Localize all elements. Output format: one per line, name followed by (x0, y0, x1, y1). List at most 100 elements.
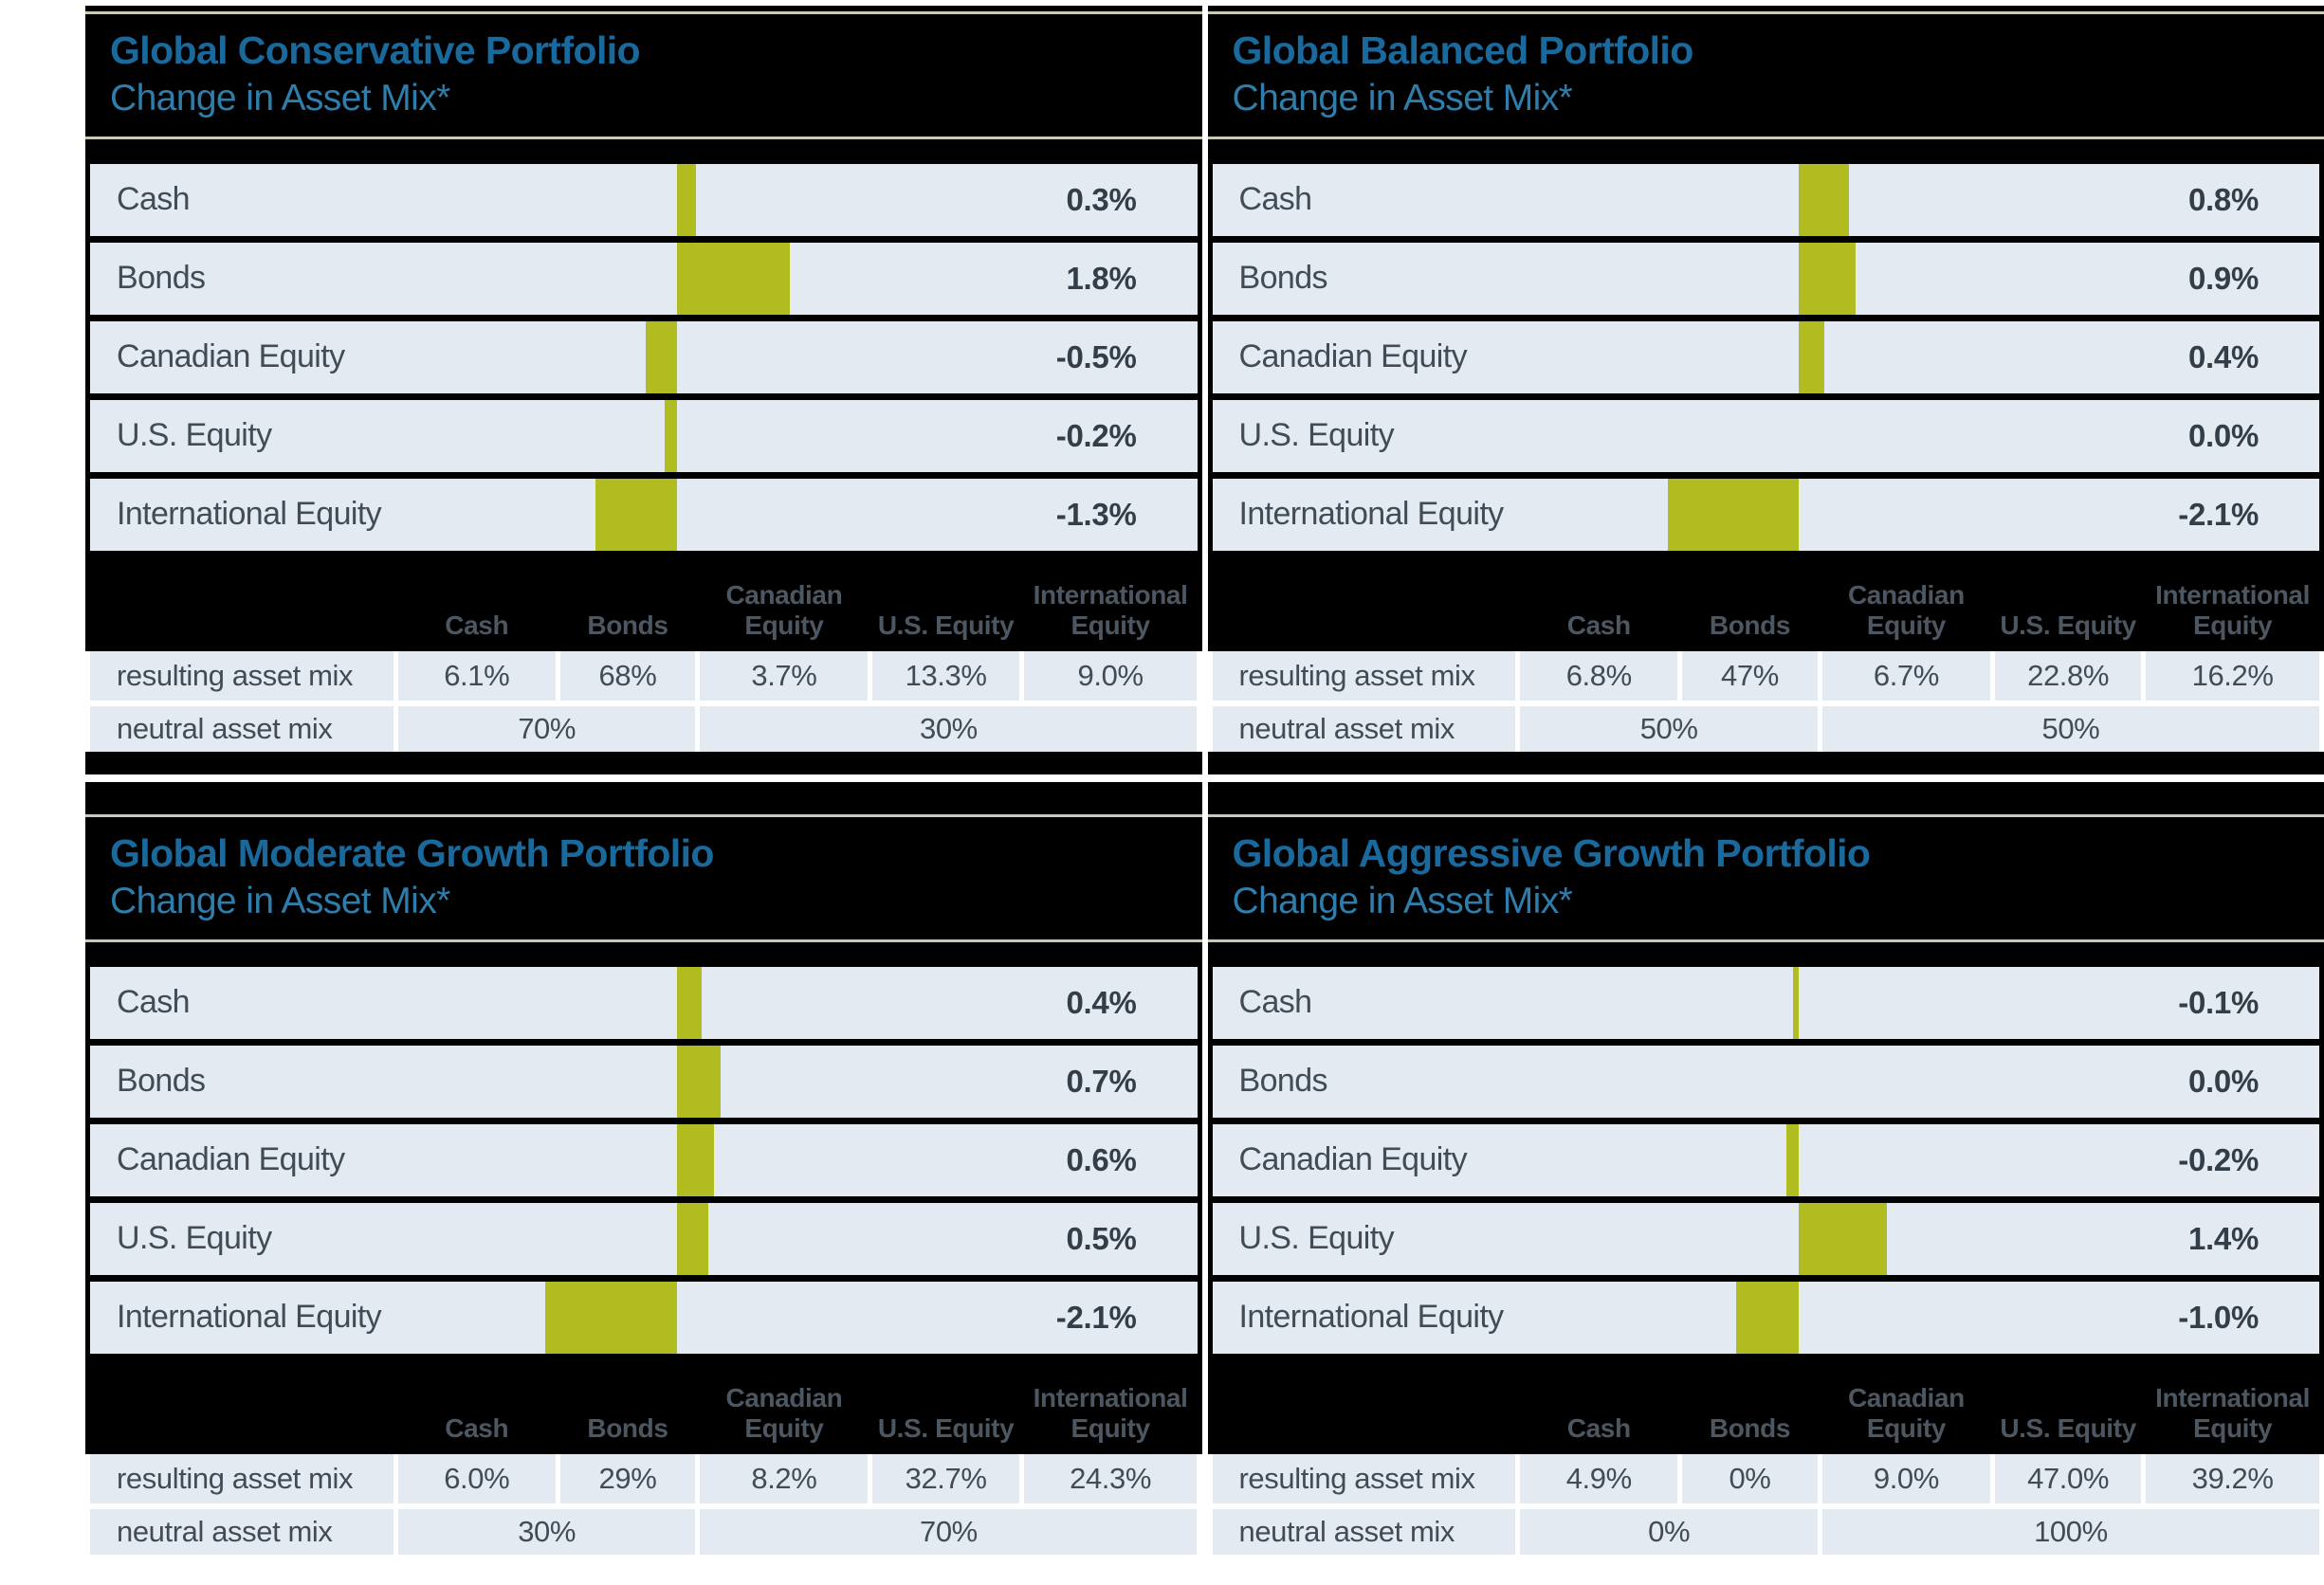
asset-mix-table-header: Cash Bonds Canadian Equity U.S. Equity Inter… (1207, 550, 2324, 651)
asset-change-row: International Equity -2.1% (1212, 478, 2319, 551)
change-bar (595, 478, 677, 551)
column-header: International Equity (2155, 580, 2310, 640)
column-header: U.S. Equity (2000, 610, 2136, 640)
change-value: 0.7% (1066, 1063, 1137, 1099)
resulting-mix-cell: 3.7% (700, 650, 869, 701)
divider-line (85, 938, 1202, 942)
panel-bottom-strip (1207, 751, 2324, 774)
asset-change-row: U.S. Equity -0.2% (90, 399, 1198, 472)
asset-label: International Equity (1238, 496, 1505, 533)
change-bar (645, 320, 677, 393)
portfolio-title: Global Balanced Portfolio (1232, 28, 1694, 72)
neutral-asset-mix-label: neutral asset mix (1212, 1508, 1516, 1555)
asset-label: Canadian Equity (1238, 338, 1468, 375)
resulting-asset-mix-row: resulting asset mix 6.1% 68% 3.7% 13.3% 9.0% (90, 650, 1198, 701)
resulting-asset-mix-label: resulting asset mix (1212, 1453, 1516, 1503)
portfolio-subtitle: Change in Asset Mix* (1232, 78, 1573, 119)
change-bar (676, 242, 790, 315)
neutral-asset-mix-label: neutral asset mix (90, 705, 393, 752)
asset-label: Canadian Equity (117, 338, 345, 375)
panel-header: Global Moderate Growth Portfolio Change … (85, 816, 1202, 939)
column-header: Cash (1566, 610, 1631, 640)
column-header: Canadian Equity (1847, 580, 1965, 640)
change-bar (676, 163, 696, 236)
change-value: -1.0% (2178, 1299, 2259, 1335)
resulting-asset-mix-row: resulting asset mix 6.0% 29% 8.2% 32.7% 24.3… (90, 1453, 1198, 1503)
asset-label: Bonds (1238, 1063, 1328, 1100)
asset-change-row: U.S. Equity 0.0% (1212, 399, 2319, 472)
asset-label: Canadian Equity (117, 1141, 345, 1178)
panel-top-strip (85, 781, 1202, 814)
neutral-equities-cell: 30% (700, 705, 1198, 752)
change-value: 0.5% (1066, 1220, 1137, 1256)
change-value: -0.1% (2178, 984, 2259, 1020)
change-in-asset-mix-chart: Cash 0.8% Bonds 0.9% Canadian Equity 0.4% U.S.… (1207, 138, 2324, 551)
divider-line (1207, 813, 2324, 817)
resulting-mix-cell: 22.8% (1994, 650, 2142, 701)
change-value: 0.8% (2187, 181, 2259, 217)
portfolio-panel: Global Conservative Portfolio Change in … (85, 6, 1202, 774)
neutral-asset-mix-label: neutral asset mix (1212, 705, 1516, 752)
neutral-asset-mix-row: neutral asset mix 70% 30% (90, 705, 1198, 752)
asset-label: Cash (117, 984, 191, 1021)
asset-change-row: International Equity -1.3% (90, 478, 1198, 551)
column-header: Cash (445, 1412, 509, 1443)
portfolio-subtitle: Change in Asset Mix* (1232, 881, 1573, 922)
resulting-mix-cell: 13.3% (872, 650, 1019, 701)
panel-header: Global Conservative Portfolio Change in … (85, 14, 1202, 137)
asset-change-row: Canadian Equity 0.6% (90, 1123, 1198, 1196)
change-bar (1736, 1281, 1800, 1354)
panel-top-strip (1207, 6, 2324, 11)
change-bar (1786, 1123, 1800, 1196)
asset-label: U.S. Equity (117, 417, 272, 454)
asset-change-row: Bonds 0.9% (1212, 242, 2319, 315)
change-value: 0.3% (1066, 181, 1137, 217)
asset-label: International Equity (1238, 1299, 1505, 1336)
change-in-asset-mix-chart: Cash 0.4% Bonds 0.7% Canadian Equity 0.6% U.S.… (85, 941, 1202, 1354)
neutral-asset-mix-row: neutral asset mix 30% 70% (90, 1508, 1198, 1555)
asset-mix-table-header: Cash Bonds Canadian Equity U.S. Equity Inter… (1207, 1353, 2324, 1454)
portfolio-title: Global Moderate Growth Portfolio (110, 830, 714, 875)
neutral-cash-bonds-cell: 0% (1520, 1508, 1818, 1555)
portfolio-panel: Global Balanced Portfolio Change in Asse… (1207, 6, 2324, 774)
portfolio-subtitle: Change in Asset Mix* (110, 78, 450, 119)
asset-label: Bonds (117, 260, 206, 297)
portfolio-panel: Global Aggressive Growth Portfolio Chang… (1207, 781, 2324, 1555)
resulting-mix-cell: 47% (1682, 650, 1818, 701)
change-value: -2.1% (1055, 1299, 1137, 1335)
divider-line (1207, 11, 2324, 14)
resulting-mix-cell: 24.3% (1023, 1453, 1198, 1503)
portfolio-title: Global Conservative Portfolio (110, 28, 641, 72)
asset-label: Canadian Equity (1238, 1141, 1468, 1178)
resulting-mix-cell: 32.7% (872, 1453, 1019, 1503)
change-value: 0.4% (2187, 338, 2259, 374)
change-bar (676, 1202, 708, 1275)
asset-change-row: Canadian Equity -0.2% (1212, 1123, 2319, 1196)
neutral-cash-bonds-cell: 50% (1520, 705, 1818, 752)
resulting-mix-cell: 6.0% (397, 1453, 556, 1503)
divider-line (1207, 136, 2324, 139)
asset-mix-table-header: Cash Bonds Canadian Equity U.S. Equity Inter… (85, 1353, 1202, 1454)
change-value: 0.6% (1066, 1141, 1137, 1177)
panel-top-strip (85, 6, 1202, 11)
neutral-equities-cell: 100% (1821, 1508, 2319, 1555)
asset-change-row: Cash 0.3% (90, 163, 1198, 236)
column-header: U.S. Equity (2000, 1412, 2136, 1443)
asset-change-row: Bonds 0.0% (1212, 1045, 2319, 1118)
change-bar (664, 399, 677, 472)
column-header: Canadian Equity (1847, 1383, 1965, 1443)
asset-label: U.S. Equity (117, 1220, 272, 1257)
asset-label: Cash (117, 181, 191, 218)
resulting-mix-cell: 39.2% (2146, 1453, 2319, 1503)
column-header: International Equity (1033, 580, 1188, 640)
change-in-asset-mix-chart: Cash 0.3% Bonds 1.8% Canadian Equity -0.5% U.S… (85, 138, 1202, 551)
column-header: Canadian Equity (725, 1383, 843, 1443)
change-value: 0.4% (1066, 984, 1137, 1020)
change-in-asset-mix-chart: Cash -0.1% Bonds 0.0% Canadian Equity -0.2% U.… (1207, 941, 2324, 1354)
neutral-asset-mix-label: neutral asset mix (90, 1508, 393, 1555)
panel-header: Global Balanced Portfolio Change in Asse… (1207, 14, 2324, 137)
resulting-asset-mix-row: resulting asset mix 4.9% 0% 9.0% 47.0% 39.2% (1212, 1453, 2319, 1503)
resulting-mix-cell: 8.2% (700, 1453, 869, 1503)
asset-change-row: International Equity -1.0% (1212, 1281, 2319, 1354)
resulting-mix-cell: 4.9% (1520, 1453, 1678, 1503)
